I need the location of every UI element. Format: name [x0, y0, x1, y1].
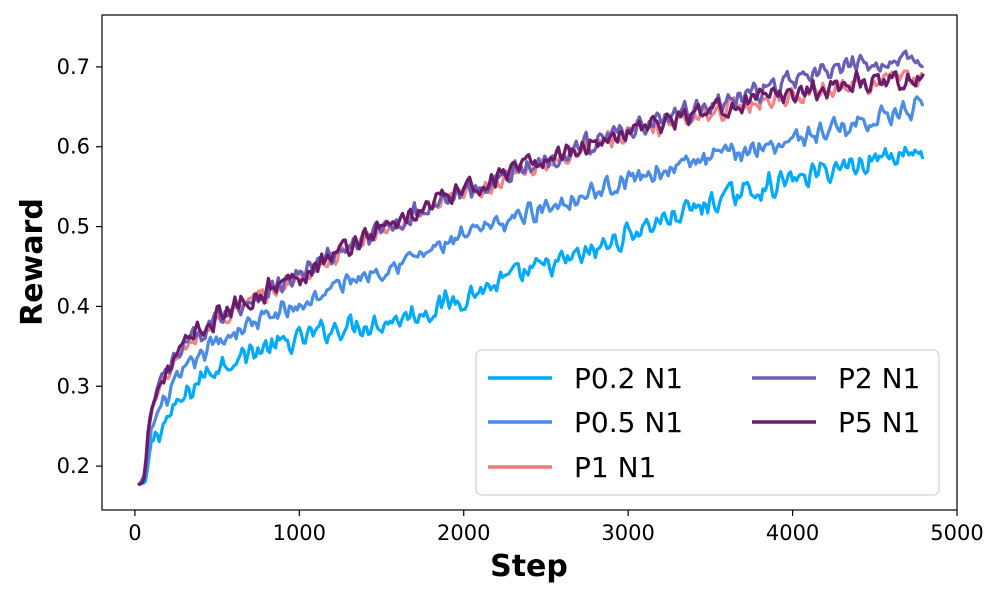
series-line-p0-2-n1 — [141, 145, 925, 485]
legend-label: P1 N1 — [574, 451, 656, 484]
y-tick-label: 0.3 — [57, 374, 90, 398]
y-tick-label: 0.4 — [57, 294, 90, 318]
x-tick-label: 5000 — [930, 521, 983, 545]
plot-frame — [101, 14, 958, 511]
y-tick-label: 0.7 — [57, 55, 90, 79]
y-tick-label: 0.6 — [57, 135, 90, 159]
x-tick-label: 0 — [128, 521, 141, 545]
x-tick-label: 1000 — [273, 521, 326, 545]
x-tick-label: 2000 — [437, 521, 490, 545]
y-axis-ticks: 0.2 0.3 0.4 0.5 0.6 0.7 — [57, 55, 102, 478]
legend: P0.2 N1 P0.5 N1 P1 N1 P2 N1 P5 N1 — [475, 349, 940, 496]
legend-label: P0.5 N1 — [574, 406, 683, 439]
y-tick-label: 0.2 — [57, 454, 90, 478]
x-tick-label: 3000 — [601, 521, 654, 545]
legend-box — [475, 349, 940, 496]
series-line-p2-n1 — [137, 49, 925, 487]
x-axis-ticks: 0 1000 2000 3000 4000 5000 — [128, 510, 984, 545]
legend-label: P5 N1 — [838, 406, 920, 439]
series-layer — [136, 49, 925, 487]
y-axis-title: Reward — [15, 198, 50, 326]
legend-label: P0.2 N1 — [574, 362, 683, 395]
y-tick-label: 0.5 — [57, 215, 90, 239]
series-line-p5-n1 — [137, 69, 925, 487]
legend-label: P2 N1 — [838, 362, 920, 395]
x-tick-label: 4000 — [766, 521, 819, 545]
x-axis-title: Step — [490, 549, 568, 584]
series-line-p0-5-n1 — [140, 95, 925, 485]
